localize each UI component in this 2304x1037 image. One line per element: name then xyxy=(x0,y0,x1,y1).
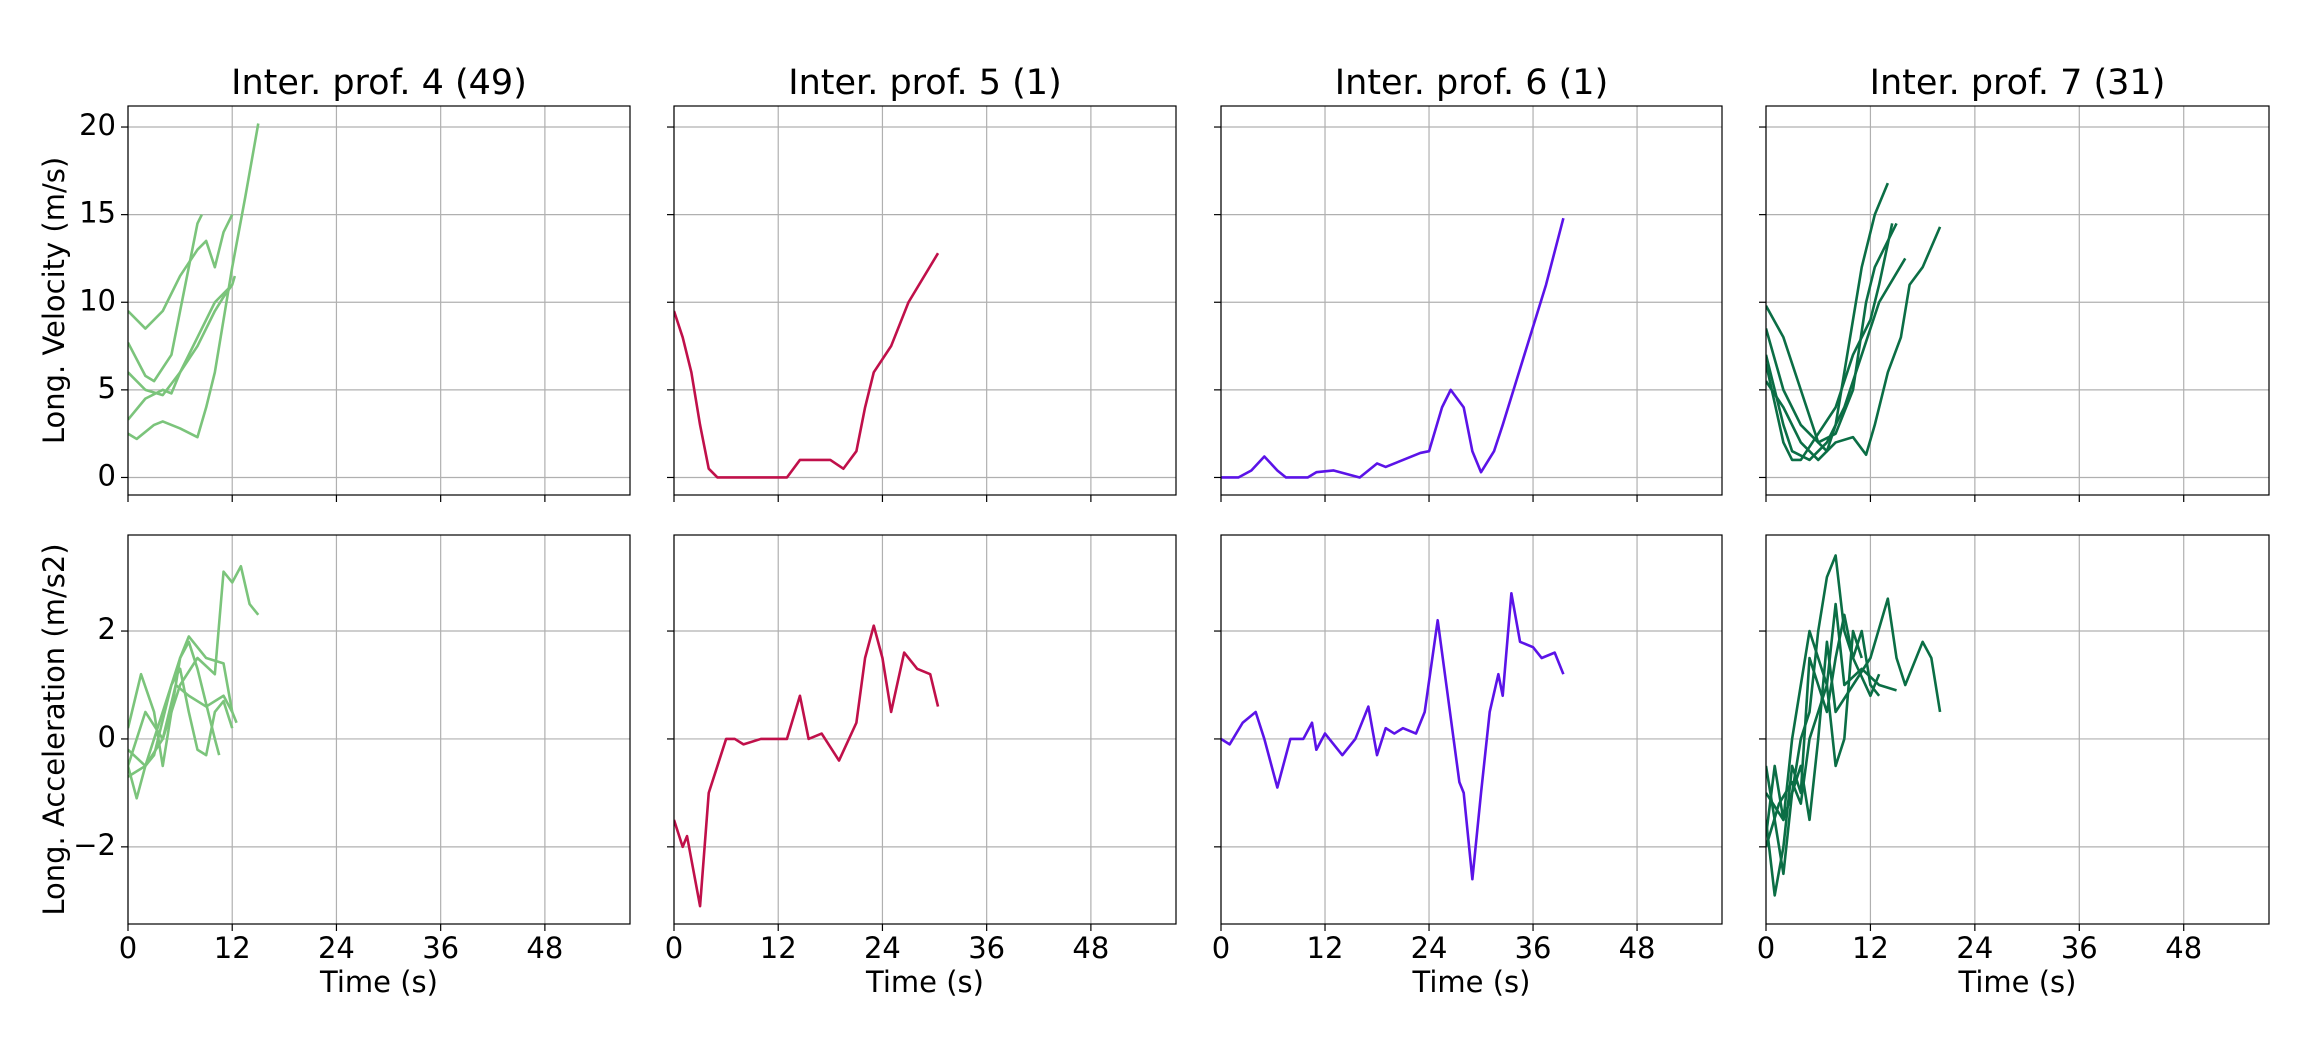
axes-frame xyxy=(127,105,631,496)
subplot-title: Inter. prof. 6 (1) xyxy=(1335,63,1608,103)
x-tick-label: 0 xyxy=(1212,931,1230,965)
data-line xyxy=(1221,591,1565,881)
x-tick-label: 12 xyxy=(1307,931,1344,965)
x-tick-label: 36 xyxy=(422,931,459,965)
data-line xyxy=(128,640,221,768)
axes-frame xyxy=(673,105,1177,496)
plot-area xyxy=(674,252,940,479)
x-tick-label: 24 xyxy=(318,931,355,965)
data-line xyxy=(674,624,940,908)
axes-frame xyxy=(127,534,631,925)
x-tick-label: 0 xyxy=(119,931,137,965)
data-line xyxy=(1766,629,1863,837)
data-line xyxy=(1221,217,1565,479)
data-line xyxy=(1766,257,1907,462)
y-axis-label: Long. Acceleration (m/s2) xyxy=(37,543,71,915)
plot-area xyxy=(1221,591,1565,881)
data-line xyxy=(128,683,234,778)
plot-area xyxy=(674,624,940,908)
data-line xyxy=(674,252,940,479)
y-axis-label: Long. Velocity (m/s) xyxy=(37,157,71,444)
data-line xyxy=(128,214,203,383)
plot-area xyxy=(1221,217,1565,479)
subplot-title: Inter. prof. 7 (31) xyxy=(1870,63,2166,103)
y-tick-label: 20 xyxy=(79,108,116,142)
x-tick-label: 48 xyxy=(1619,931,1656,965)
axes-frame xyxy=(1220,534,1723,925)
x-tick-label: 24 xyxy=(864,931,901,965)
y-tick-label: 0 xyxy=(98,458,116,492)
axes-frame xyxy=(1220,105,1723,496)
plot-area xyxy=(1766,554,1942,897)
x-axis-label: Time (s) xyxy=(1958,965,2077,999)
data-line xyxy=(1766,226,1942,462)
x-tick-label: 36 xyxy=(968,931,1005,965)
x-tick-label: 48 xyxy=(526,931,563,965)
x-tick-label: 12 xyxy=(214,931,251,965)
plot-area xyxy=(128,123,260,441)
x-tick-label: 48 xyxy=(2165,931,2202,965)
y-tick-label: 10 xyxy=(79,283,116,317)
axes-frame xyxy=(1765,105,2270,496)
data-line xyxy=(1766,223,1894,462)
x-tick-label: 36 xyxy=(2061,931,2098,965)
axes-frame xyxy=(673,534,1177,925)
plot-area xyxy=(1766,182,1942,462)
data-line xyxy=(128,275,237,397)
x-tick-label: 48 xyxy=(1072,931,1109,965)
x-tick-label: 24 xyxy=(1411,931,1448,965)
x-tick-label: 12 xyxy=(760,931,797,965)
x-tick-label: 24 xyxy=(1956,931,1993,965)
axes-frame xyxy=(1765,534,2270,925)
x-tick-label: 12 xyxy=(1852,931,1889,965)
x-axis-label: Time (s) xyxy=(1412,965,1531,999)
subplot-title: Inter. prof. 4 (49) xyxy=(231,63,527,103)
plot-area xyxy=(128,564,260,800)
x-axis-label: Time (s) xyxy=(319,965,438,999)
data-line xyxy=(128,123,260,441)
y-tick-label: −2 xyxy=(73,828,116,862)
y-tick-label: 5 xyxy=(98,371,116,405)
data-line xyxy=(128,214,234,330)
y-tick-label: 2 xyxy=(98,612,116,646)
x-tick-label: 36 xyxy=(1515,931,1552,965)
data-line xyxy=(128,283,234,421)
y-tick-label: 0 xyxy=(98,720,116,754)
y-tick-label: 15 xyxy=(79,196,116,230)
data-line xyxy=(128,635,238,800)
x-axis-label: Time (s) xyxy=(865,965,984,999)
data-line xyxy=(1766,222,1898,444)
data-line xyxy=(1766,602,1897,848)
data-line xyxy=(1766,554,1881,876)
subplot-title: Inter. prof. 5 (1) xyxy=(788,63,1061,103)
x-tick-label: 0 xyxy=(1757,931,1775,965)
x-tick-label: 0 xyxy=(665,931,683,965)
